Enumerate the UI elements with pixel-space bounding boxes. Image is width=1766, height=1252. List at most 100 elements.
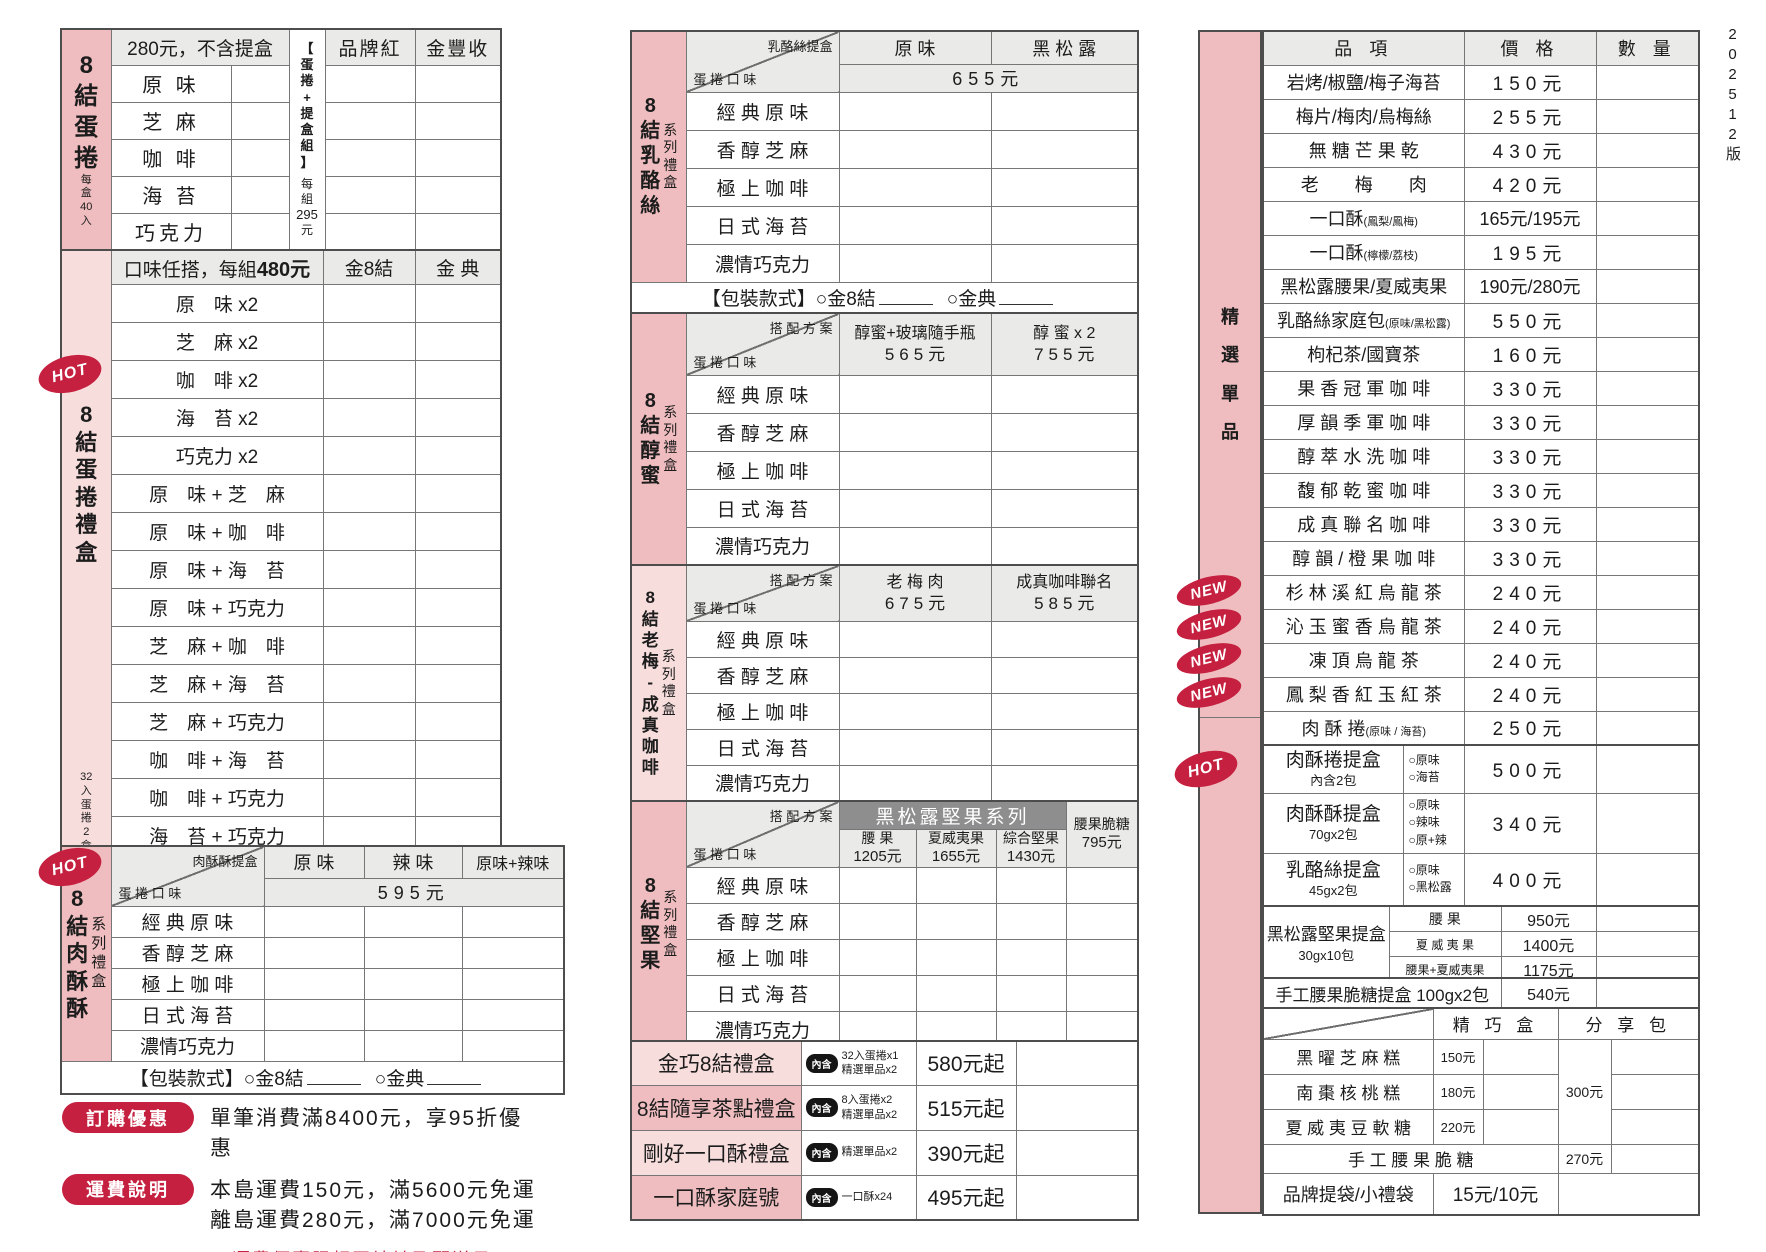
qty-cell[interactable] (1595, 132, 1700, 168)
qty-cell[interactable] (1595, 370, 1700, 406)
order-cell[interactable] (414, 138, 502, 177)
packaging-fill-line[interactable] (427, 1070, 482, 1085)
order-cell[interactable] (363, 936, 463, 969)
order-cell[interactable] (990, 656, 1139, 694)
order-cell[interactable] (838, 205, 992, 245)
order-cell[interactable] (838, 374, 992, 414)
packaging-fill-line[interactable] (306, 1070, 361, 1085)
order-cell[interactable] (990, 91, 1139, 131)
order-cell[interactable] (995, 903, 1067, 940)
order-cell[interactable] (230, 212, 290, 251)
order-cell[interactable] (322, 664, 416, 704)
qty-cell[interactable] (1610, 1038, 1700, 1075)
order-cell[interactable] (915, 903, 997, 940)
order-cell[interactable] (322, 360, 416, 400)
order-cell[interactable] (414, 550, 502, 590)
order-cell[interactable] (414, 101, 502, 140)
order-cell[interactable] (838, 91, 992, 131)
order-cell[interactable] (322, 322, 416, 362)
qty-cell[interactable] (1015, 1084, 1139, 1131)
qty-cell[interactable] (1595, 472, 1700, 508)
qty-cell[interactable] (1015, 1040, 1139, 1086)
qty-cell[interactable] (1610, 1108, 1700, 1145)
order-cell[interactable] (1065, 867, 1139, 904)
order-cell[interactable] (838, 620, 992, 658)
order-cell[interactable] (838, 656, 992, 694)
qty-cell[interactable] (1482, 1108, 1559, 1145)
packaging-option-classic[interactable]: ○金典 (946, 288, 997, 310)
order-cell[interactable] (414, 664, 502, 704)
qty-cell[interactable] (1595, 931, 1700, 957)
flavor-option[interactable]: ○辣味 (1408, 815, 1440, 830)
order-cell[interactable] (322, 550, 416, 590)
order-cell[interactable] (414, 284, 502, 324)
qty-cell[interactable] (1482, 1073, 1559, 1110)
packaging-fill-line[interactable] (999, 290, 1054, 305)
order-cell[interactable] (322, 436, 416, 476)
order-cell[interactable] (324, 138, 416, 177)
order-cell[interactable] (414, 175, 502, 214)
order-cell[interactable] (322, 626, 416, 666)
order-cell[interactable] (838, 728, 992, 766)
qty-cell[interactable] (1595, 905, 1700, 932)
qty-cell[interactable] (1595, 676, 1700, 712)
order-cell[interactable] (461, 967, 565, 1000)
order-cell[interactable] (990, 205, 1139, 245)
qty-cell[interactable] (1595, 404, 1700, 440)
order-cell[interactable] (461, 905, 565, 938)
order-cell[interactable] (461, 998, 565, 1031)
order-cell[interactable] (322, 702, 416, 742)
order-cell[interactable] (322, 398, 416, 438)
order-cell[interactable] (838, 412, 992, 452)
qty-cell[interactable] (1015, 1129, 1139, 1176)
order-cell[interactable] (990, 692, 1139, 730)
qty-cell[interactable] (1595, 642, 1700, 678)
order-cell[interactable] (461, 936, 565, 969)
order-cell[interactable] (838, 488, 992, 528)
order-cell[interactable] (1065, 975, 1139, 1012)
order-cell[interactable] (363, 905, 463, 938)
qty-cell[interactable] (1595, 852, 1700, 907)
order-cell[interactable] (322, 588, 416, 628)
order-cell[interactable] (1065, 903, 1139, 940)
qty-cell[interactable] (1595, 506, 1700, 542)
qty-cell[interactable] (1595, 710, 1700, 746)
order-cell[interactable] (995, 975, 1067, 1012)
order-cell[interactable] (414, 702, 502, 742)
order-cell[interactable] (322, 474, 416, 514)
order-cell[interactable] (838, 692, 992, 730)
order-cell[interactable] (230, 64, 290, 103)
order-cell[interactable] (995, 867, 1067, 904)
order-cell[interactable] (414, 360, 502, 400)
qty-cell[interactable] (1482, 1038, 1559, 1075)
order-cell[interactable] (838, 526, 992, 566)
order-cell[interactable] (838, 764, 992, 802)
order-cell[interactable] (414, 740, 502, 779)
order-cell[interactable] (838, 939, 917, 976)
order-cell[interactable] (915, 867, 997, 904)
order-cell[interactable] (990, 728, 1139, 766)
qty-cell[interactable] (1015, 1174, 1139, 1221)
qty-cell[interactable] (1595, 744, 1700, 794)
order-cell[interactable] (1065, 939, 1139, 976)
order-cell[interactable] (990, 374, 1139, 414)
order-cell[interactable] (414, 322, 502, 362)
order-cell[interactable] (990, 488, 1139, 528)
order-cell[interactable] (990, 620, 1139, 658)
order-cell[interactable] (263, 1029, 365, 1062)
order-cell[interactable] (414, 777, 502, 817)
order-cell[interactable] (324, 101, 416, 140)
order-cell[interactable] (995, 939, 1067, 976)
order-cell[interactable] (414, 64, 502, 103)
flavor-option[interactable]: ○原+辣 (1408, 832, 1447, 847)
order-cell[interactable] (322, 512, 416, 552)
qty-cell[interactable] (1610, 1073, 1700, 1110)
order-cell[interactable] (990, 412, 1139, 452)
packaging-option-gold8[interactable]: ○金8結 (815, 288, 876, 310)
order-cell[interactable] (230, 175, 290, 214)
qty-cell[interactable] (1595, 166, 1700, 202)
order-cell[interactable] (363, 998, 463, 1031)
order-cell[interactable] (263, 967, 365, 1000)
order-cell[interactable] (230, 101, 290, 140)
packaging-fill-line[interactable] (878, 290, 933, 305)
